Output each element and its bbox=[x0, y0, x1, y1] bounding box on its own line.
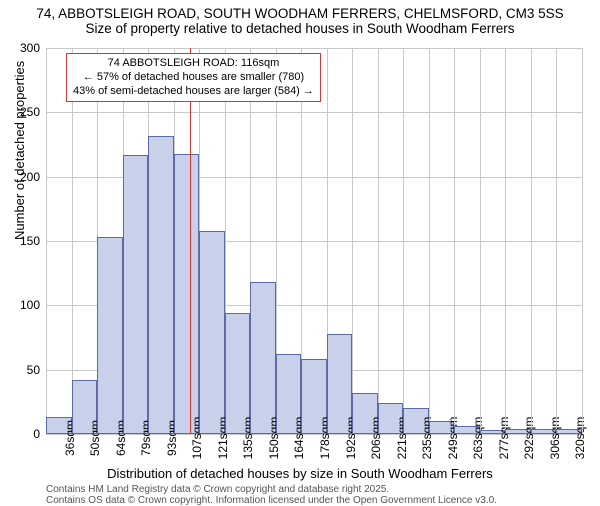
y-tick-label: 50 bbox=[27, 363, 46, 377]
y-tick-label: 300 bbox=[20, 41, 46, 55]
gridline-horizontal bbox=[46, 112, 582, 113]
histogram-bar bbox=[148, 136, 174, 435]
y-tick-label: 100 bbox=[20, 298, 46, 312]
y-tick-label: 150 bbox=[20, 234, 46, 248]
x-tick-label: 277sqm bbox=[497, 417, 511, 460]
gridline-vertical bbox=[72, 48, 73, 434]
gridline-vertical bbox=[556, 48, 557, 434]
gridline-vertical bbox=[454, 48, 455, 434]
x-tick-label: 292sqm bbox=[522, 417, 536, 460]
chart-title-line2: Size of property relative to detached ho… bbox=[0, 21, 600, 36]
y-tick-label: 250 bbox=[20, 105, 46, 119]
callout-line: 43% of semi-detached houses are larger (… bbox=[73, 85, 314, 99]
histogram-bar bbox=[174, 154, 200, 434]
histogram-bar bbox=[199, 231, 225, 434]
chart-title-line1: 74, ABBOTSLEIGH ROAD, SOUTH WOODHAM FERR… bbox=[0, 6, 600, 21]
gridline-vertical bbox=[403, 48, 404, 434]
x-tick-label: 263sqm bbox=[471, 417, 485, 460]
y-tick-label: 0 bbox=[33, 427, 46, 441]
x-tick-label: 249sqm bbox=[446, 417, 460, 460]
histogram-bar bbox=[250, 282, 276, 434]
x-axis-label: Distribution of detached houses by size … bbox=[0, 466, 600, 481]
plot-area: 05010015020025030036sqm50sqm64sqm79sqm93… bbox=[46, 48, 582, 434]
chart-container: 74, ABBOTSLEIGH ROAD, SOUTH WOODHAM FERR… bbox=[0, 0, 600, 500]
footnote-line: Contains OS data © Crown copyright. Info… bbox=[46, 495, 497, 506]
gridline-vertical bbox=[378, 48, 379, 434]
chart-titles: 74, ABBOTSLEIGH ROAD, SOUTH WOODHAM FERR… bbox=[0, 6, 600, 36]
histogram-bar bbox=[123, 155, 149, 434]
y-tick-label: 200 bbox=[20, 170, 46, 184]
x-tick-label: 306sqm bbox=[548, 417, 562, 460]
reference-line bbox=[190, 48, 192, 434]
x-tick-label: 320sqm bbox=[573, 417, 587, 460]
histogram-bar bbox=[97, 237, 123, 434]
gridline-vertical bbox=[505, 48, 506, 434]
callout-box: 74 ABBOTSLEIGH ROAD: 116sqm← 57% of deta… bbox=[66, 53, 321, 102]
gridline-vertical bbox=[46, 48, 47, 434]
gridline-vertical bbox=[352, 48, 353, 434]
callout-line: ← 57% of detached houses are smaller (78… bbox=[73, 71, 314, 85]
callout-line: 74 ABBOTSLEIGH ROAD: 116sqm bbox=[73, 57, 314, 71]
footnote: Contains HM Land Registry data © Crown c… bbox=[46, 484, 497, 506]
gridline-vertical bbox=[480, 48, 481, 434]
gridline-vertical bbox=[531, 48, 532, 434]
y-axis-label: Number of detached properties bbox=[12, 61, 27, 240]
footnote-line: Contains HM Land Registry data © Crown c… bbox=[46, 484, 497, 495]
gridline-vertical bbox=[582, 48, 583, 434]
gridline-horizontal bbox=[46, 48, 582, 49]
gridline-vertical bbox=[429, 48, 430, 434]
